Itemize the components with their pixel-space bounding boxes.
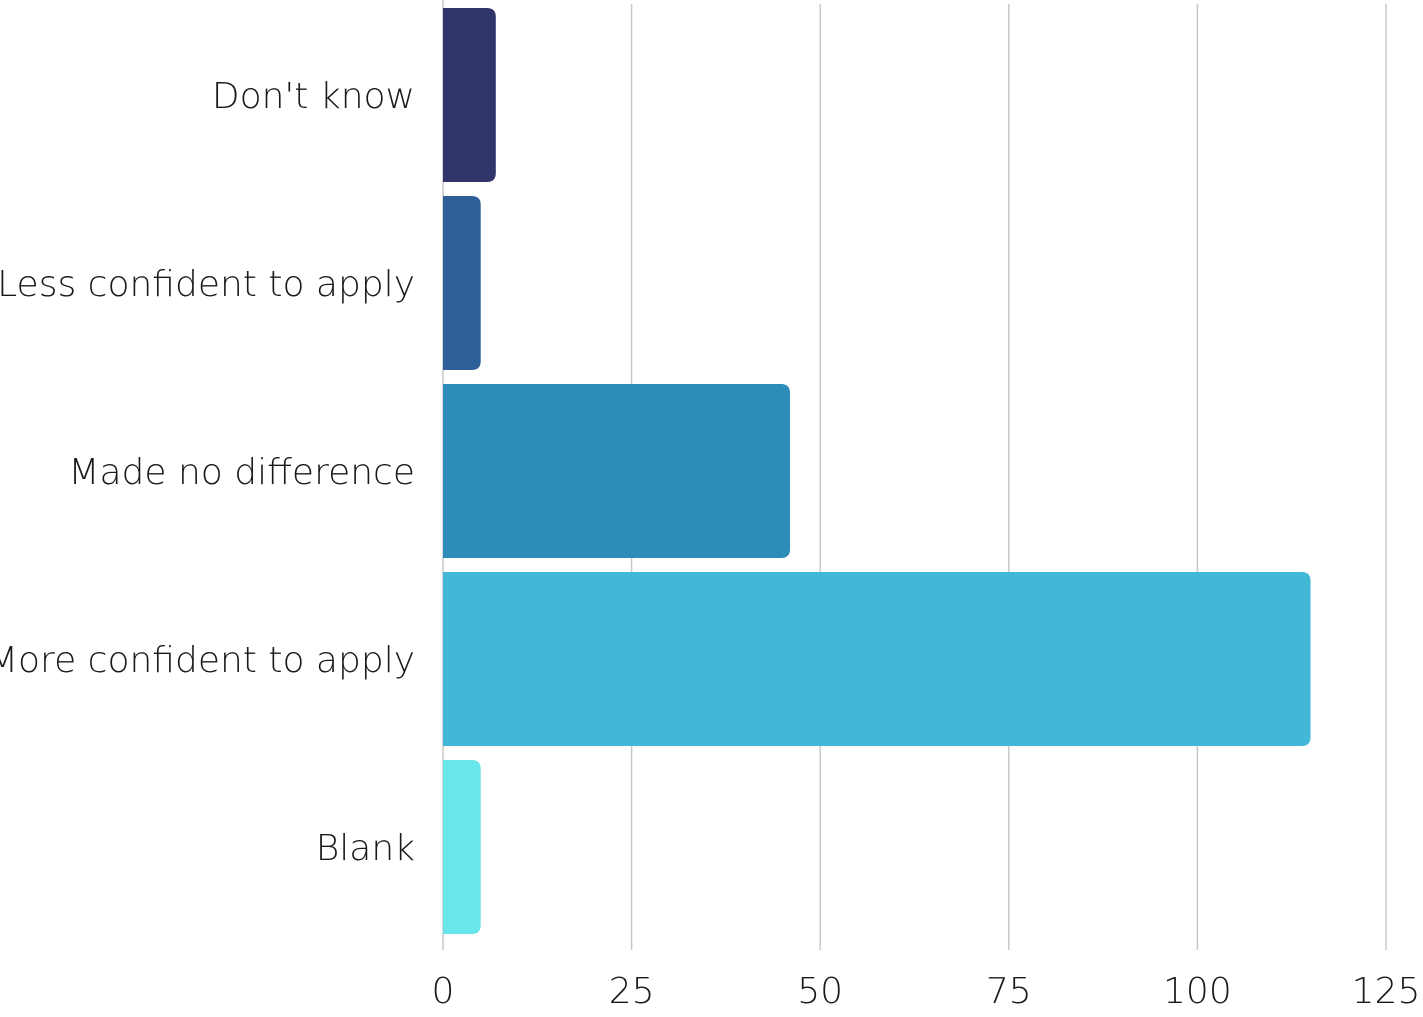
category-labels: Don't know Less confident to apply Made no… [0, 76, 415, 869]
x-axis-ticks: 0 25 50 75 100 125 [432, 971, 1421, 1012]
bar-don-t-know [443, 8, 496, 182]
x-tick-label-75: 75 [986, 971, 1032, 1012]
bars [443, 8, 1311, 934]
category-label: Less confident to apply [0, 264, 415, 305]
bar-less-confident-to-apply [443, 196, 481, 370]
bar-made-no-difference [443, 384, 791, 558]
category-label: Blank [316, 828, 415, 869]
x-tick-label-25: 25 [609, 971, 655, 1012]
x-tick-label-0: 0 [432, 971, 455, 1012]
bar-more-confident-to-apply [443, 572, 1311, 746]
x-tick-label-100: 100 [1163, 971, 1232, 1012]
bar-blank [443, 760, 481, 934]
category-label: Don't know [212, 76, 415, 117]
category-label: More confident to apply [0, 640, 415, 681]
x-tick-label-50: 50 [797, 971, 843, 1012]
category-label: Made no difference [68, 452, 415, 493]
x-tick-label-125: 125 [1352, 971, 1421, 1012]
